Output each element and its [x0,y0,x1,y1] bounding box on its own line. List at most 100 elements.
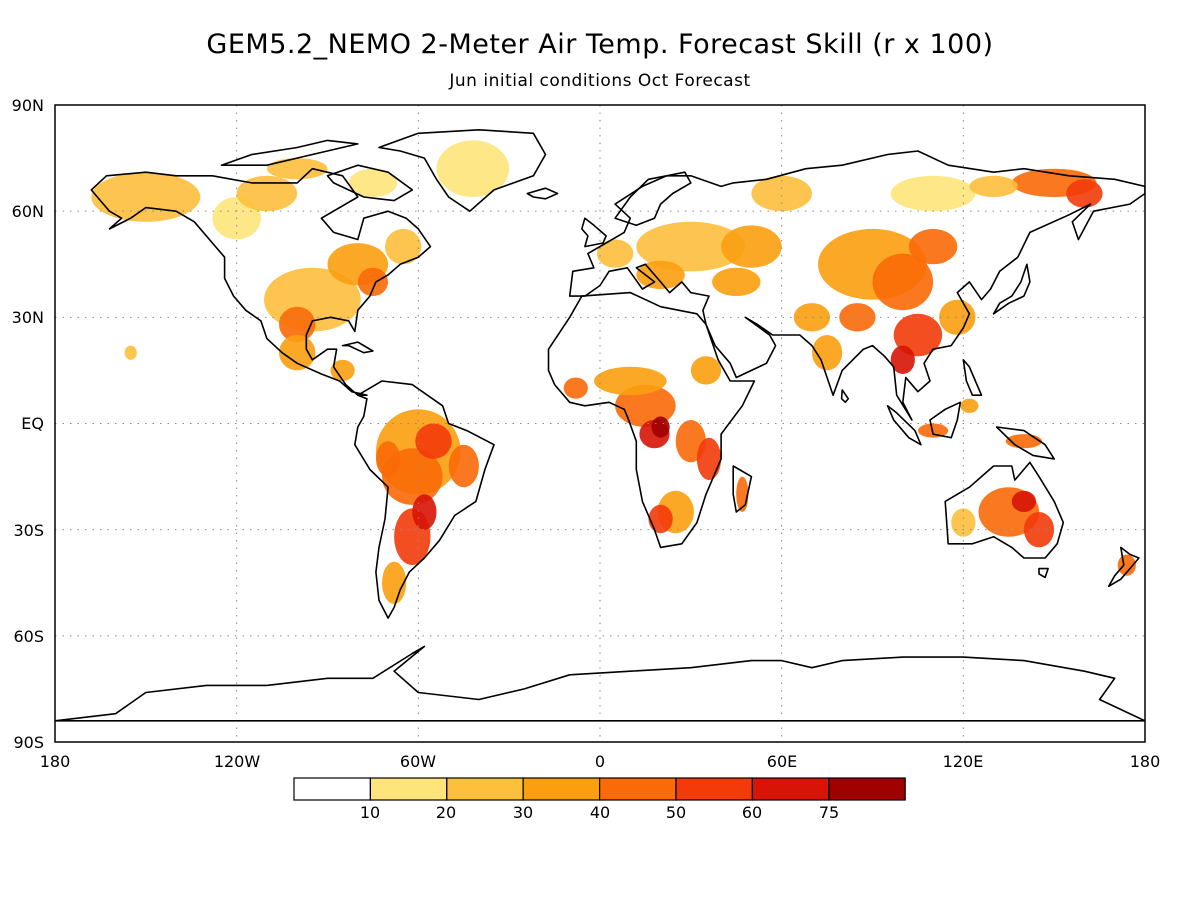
colorbar-labels: 10 20 30 40 50 60 75 [360,803,839,822]
coast-scandinavia [614,171,692,227]
skill-patch [712,267,761,297]
skill-patch [908,228,958,265]
coast-tasmania [1038,567,1049,579]
colorbar-label-60: 60 [742,803,762,822]
colorbar-swatch [751,777,830,801]
skill-patch [890,175,976,212]
skill-patch [636,221,746,272]
skill-patch [751,175,812,212]
latitude-axis: 90N 60N 30N EQ 30S 60S 90S [12,96,44,752]
lon-label-60e: 60E [767,752,797,771]
skill-shading [91,140,1136,604]
skill-patch [594,366,667,396]
skill-patch [651,416,670,438]
skill-patch [385,228,422,265]
lon-label-120w: 120W [214,752,261,771]
skill-patch [969,175,1018,197]
colorbar-swatch [446,777,524,801]
coast-new-zealand [1107,546,1140,588]
coastlines [55,129,1145,722]
skill-patch [330,359,355,381]
skill-patch [893,313,943,357]
coast-cuba [341,341,374,354]
lon-label-0: 0 [595,752,605,771]
lon-label-120e: 120E [943,752,984,771]
colorbar-swatch [369,777,448,801]
coast-australia [944,461,1065,559]
skill-patch [648,504,673,534]
colorbar-label-40: 40 [590,803,610,822]
skill-patch [348,168,398,198]
coast-south-america [354,380,495,619]
graticule [55,105,1145,742]
skill-patch [872,253,934,311]
coast-eurasia [568,150,1145,421]
skill-patch [960,398,979,413]
lat-label-60n: 60N [12,202,44,221]
lat-label-30n: 30N [12,308,44,327]
coast-sumatra [886,405,922,446]
coast-canadian-arctic [220,139,359,166]
skill-patch [596,239,634,268]
coast-new-guinea [995,426,1055,460]
skill-patch [696,437,722,481]
colorbar-label-10: 10 [360,803,380,822]
lon-label-180w: 180 [40,752,71,771]
colorbar-label-50: 50 [666,803,686,822]
lat-label-30s: 30S [13,521,44,540]
skill-patch [890,345,915,374]
skill-patch [793,303,831,332]
skill-patch [1066,179,1103,208]
skill-patch [376,441,401,477]
coast-baffin [326,164,414,202]
lat-label-eq: EQ [21,414,44,433]
coast-japan [992,263,1031,315]
lon-label-60w: 60W [400,752,436,771]
skill-patch [951,508,976,537]
skill-patch [563,377,588,399]
colorbar-label-75: 75 [819,803,839,822]
coast-great-britain [581,217,607,248]
coast-borneo [929,401,962,439]
coast-africa [547,291,756,549]
map-title: GEM5.2_NEMO 2-Meter Air Temp. Forecast S… [206,29,993,60]
skill-patch [236,175,298,212]
skill-patch [124,345,137,360]
coast-greenland [378,129,547,212]
colorbar-label-20: 20 [436,803,456,822]
skill-patch [690,356,722,385]
skill-patch [721,225,782,268]
colorbar-label-30: 30 [513,803,533,822]
coast-sri-lanka [840,389,850,404]
colorbar [293,777,906,801]
skill-patch [839,303,876,332]
coast-north-america [90,167,432,396]
colorbar-swatch [293,777,372,801]
skill-patch [382,561,407,604]
skill-patch [1011,490,1036,512]
coast-iceland [526,187,559,200]
coast-madagascar [732,465,753,513]
colorbar-swatch [828,777,906,801]
skill-patch [448,444,479,488]
coast-philippines [962,359,983,396]
lat-label-90n: 90N [12,96,44,115]
lat-label-60s: 60S [13,627,44,646]
longitude-axis: 180 120W 60W 0 60E 120E 180 [40,752,1161,771]
skill-patch [279,335,316,371]
plot-frame [54,104,1146,743]
map-subtitle: Jun initial conditions Oct Forecast [448,71,750,91]
coast-antarctica [55,645,1145,722]
skill-patch [412,494,437,530]
skill-patch [266,158,328,180]
skill-patch [415,423,452,459]
colorbar-swatch [675,777,754,801]
skill-patch [812,335,843,371]
colorbar-swatch [522,777,601,801]
skill-patch [91,172,201,222]
lon-label-180e: 180 [1130,752,1161,771]
skill-patch [436,140,510,197]
skill-patch [357,267,388,297]
colorbar-swatch [598,777,677,801]
